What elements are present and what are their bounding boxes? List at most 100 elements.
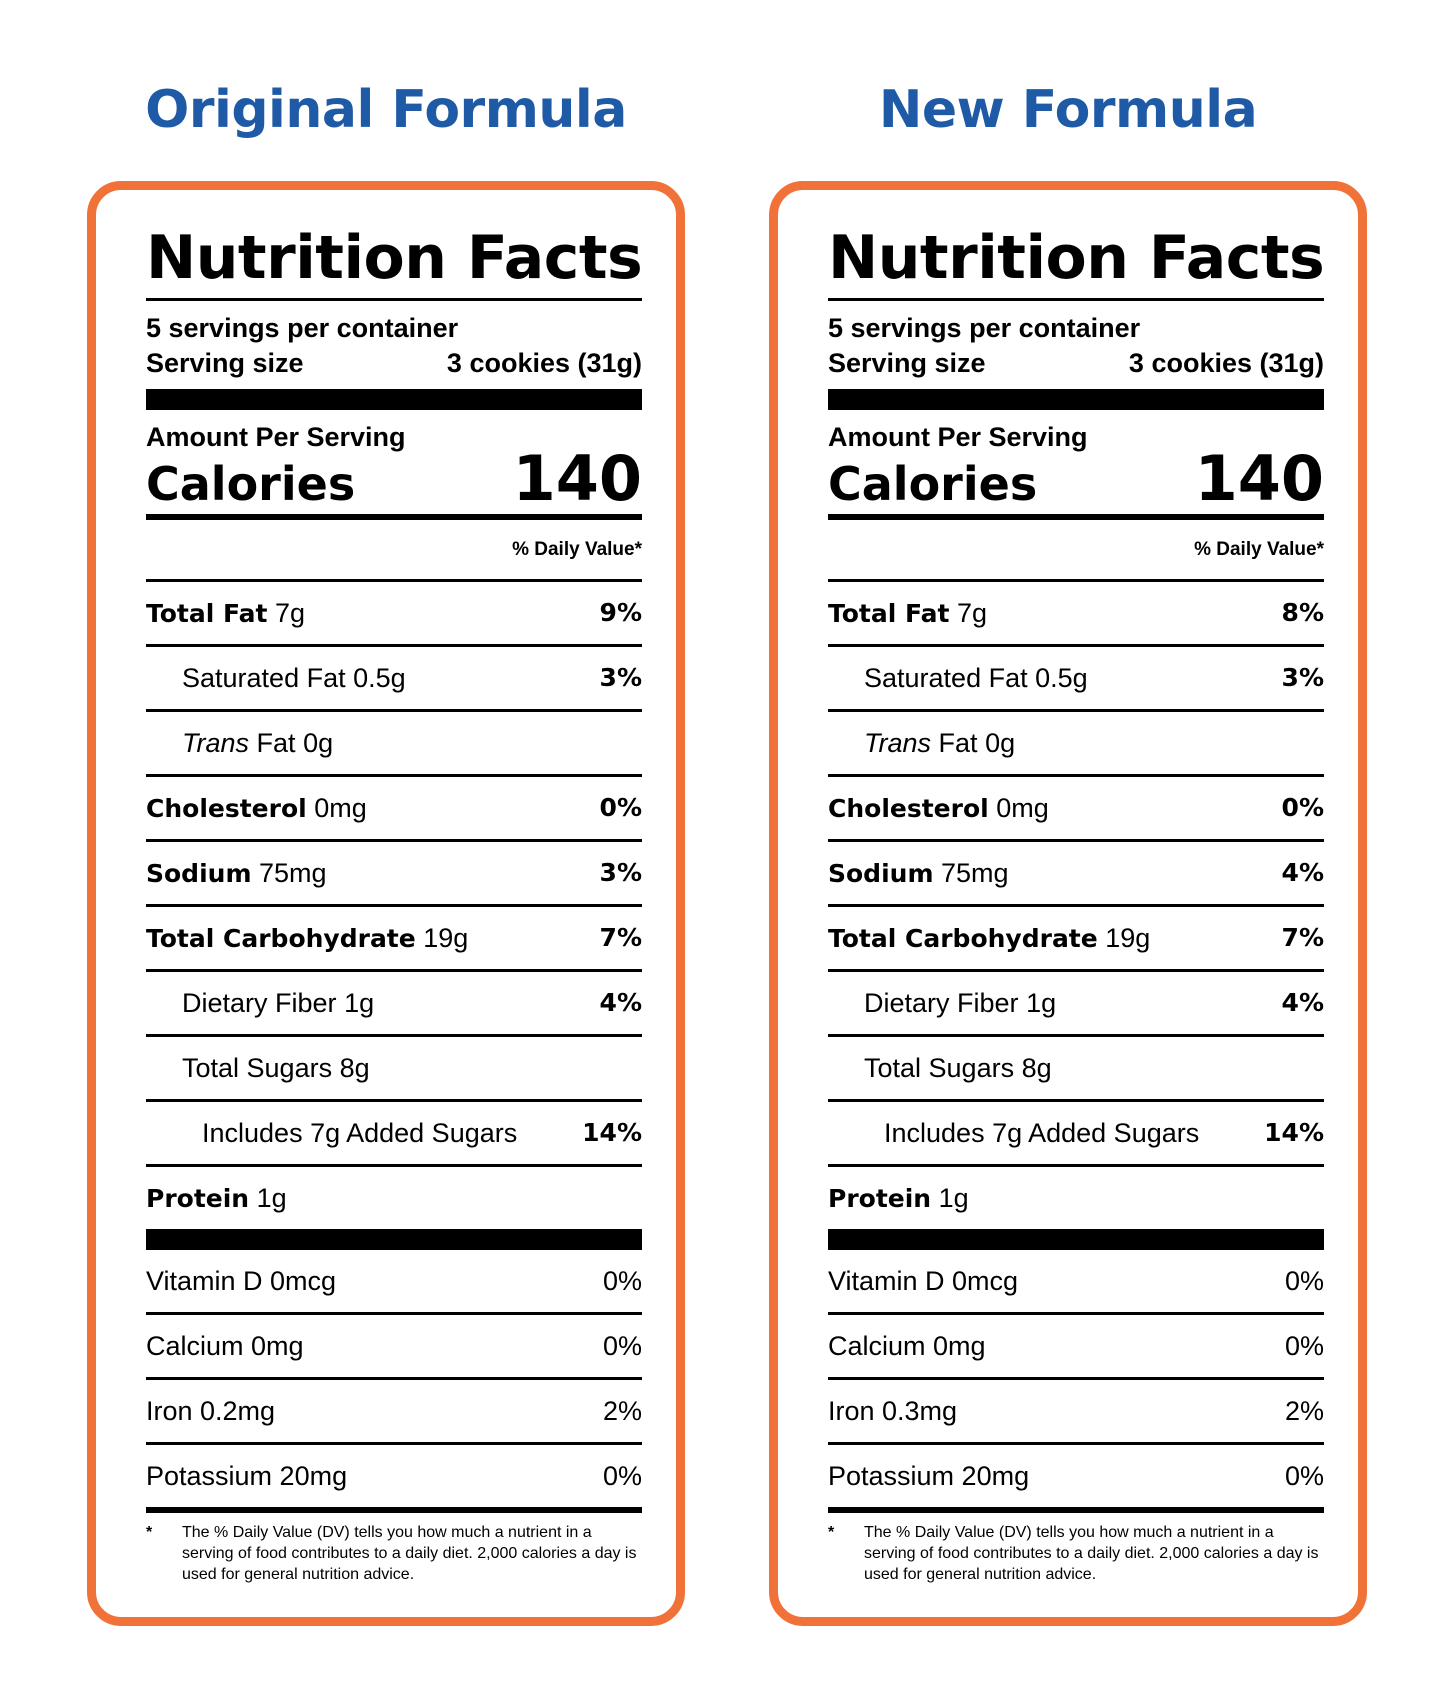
divider xyxy=(146,1442,642,1445)
divider xyxy=(828,644,1324,647)
nutrient-name: Saturated Fat xyxy=(864,663,1028,693)
nutrient-amount: 0.5g xyxy=(1035,663,1088,693)
amount-per-serving: Amount Per Serving xyxy=(828,422,1088,452)
protein-row: Protein 1g xyxy=(828,1167,1324,1229)
nutrient-name: Cholesterol xyxy=(146,793,307,823)
nutrient-amount: 19g xyxy=(423,922,469,953)
calories-label: Calories xyxy=(828,457,1038,511)
serving-size-row: Serving size 3 cookies (31g) xyxy=(828,345,1324,381)
added-sugars-text: Includes 7g Added Sugars xyxy=(884,1118,1200,1148)
trans-prefix: Trans xyxy=(864,728,932,758)
nutrient-name: Dietary Fiber xyxy=(864,988,1019,1018)
medium-divider xyxy=(828,1507,1324,1513)
nutrient-name: Sodium xyxy=(828,858,934,888)
formula-heading: New Formula xyxy=(878,80,1258,140)
nutrient-text: Vitamin D 0mcg xyxy=(828,1265,1019,1296)
nutrient-amount: 8g xyxy=(339,1053,370,1083)
cholesterol-row: Cholesterol 0mg 0% xyxy=(146,777,642,839)
nutrient-amount: 0g xyxy=(985,728,1016,758)
daily-value-percent: 3% xyxy=(599,663,642,692)
footnote-text: The % Daily Value (DV) tells you how muc… xyxy=(182,1524,637,1583)
daily-value-percent: 3% xyxy=(599,858,642,887)
saturated-fat-row: Saturated Fat 0.5g 3% xyxy=(146,647,642,709)
nutrient-amount: 75mg xyxy=(941,857,1009,888)
medium-divider xyxy=(146,1507,642,1513)
trans-fat-row: Trans Fat 0g xyxy=(146,712,642,774)
divider xyxy=(828,904,1324,907)
total-sugars-row: Total Sugars 8g xyxy=(828,1037,1324,1099)
divider xyxy=(828,579,1324,582)
potassium-row: Potassium 20mg 0% xyxy=(828,1445,1324,1507)
total-carbohydrate-row: Total Carbohydrate 19g 7% xyxy=(828,907,1324,969)
medium-divider xyxy=(146,514,642,520)
footnote-star: * xyxy=(828,1524,835,1541)
nutrient-text: Potassium 20mg xyxy=(146,1460,348,1491)
added-sugars-row: Includes 7g Added Sugars 14% xyxy=(828,1102,1324,1164)
dietary-fiber-row: Dietary Fiber 1g 4% xyxy=(146,972,642,1034)
trans-prefix: Trans xyxy=(182,728,250,758)
calories-row: Calories 140 xyxy=(146,448,642,511)
nutrient-name: Saturated Fat xyxy=(182,663,346,693)
nutrient-amount: 0g xyxy=(303,728,334,758)
nutrient-amount: 7g xyxy=(956,597,987,628)
divider xyxy=(146,579,642,582)
thick-divider xyxy=(828,389,1324,410)
divider xyxy=(828,1164,1324,1167)
amount-per-serving: Amount Per Serving xyxy=(146,422,406,452)
footnote: * The % Daily Value (DV) tells you how m… xyxy=(828,1522,1324,1585)
nutrient-amount: 0mg xyxy=(314,792,367,823)
medium-divider xyxy=(828,514,1324,520)
divider xyxy=(146,709,642,712)
sodium-row: Sodium 75mg 3% xyxy=(146,842,642,904)
nutrition-facts-title: Nutrition Facts xyxy=(146,223,643,293)
total-fat-row: Total Fat 7g 8% xyxy=(828,582,1324,644)
potassium-row: Potassium 20mg 0% xyxy=(146,1445,642,1507)
thick-divider xyxy=(828,1229,1324,1250)
divider xyxy=(828,298,1324,301)
nutrient-amount: 1g xyxy=(938,1182,969,1213)
footnote: * The % Daily Value (DV) tells you how m… xyxy=(146,1522,642,1585)
divider xyxy=(146,1377,642,1380)
nutrient-name: Dietary Fiber xyxy=(182,988,337,1018)
nutrient-name: Total Fat xyxy=(828,598,950,628)
nutrient-name: Protein xyxy=(146,1183,250,1213)
servings-per-container: 5 servings per container xyxy=(146,313,459,343)
divider xyxy=(146,839,642,842)
divider xyxy=(828,709,1324,712)
calories-value: 140 xyxy=(512,442,642,515)
nutrient-name: Total Carbohydrate xyxy=(146,923,416,953)
nutrient-text: Potassium 20mg xyxy=(828,1460,1030,1491)
daily-value-percent: 3% xyxy=(1281,663,1324,692)
daily-value-percent: 14% xyxy=(1264,1118,1324,1147)
daily-value-header: % Daily Value* xyxy=(1194,539,1324,560)
nutrient-amount: 19g xyxy=(1105,922,1151,953)
daily-value-percent: 0% xyxy=(602,1460,642,1491)
trans-fat-row: Trans Fat 0g xyxy=(828,712,1324,774)
serving-size-label: Serving size xyxy=(828,348,986,378)
daily-value-percent: 4% xyxy=(1281,858,1324,887)
serving-size-row: Serving size 3 cookies (31g) xyxy=(146,345,642,381)
added-sugars-text: Includes 7g Added Sugars xyxy=(202,1118,518,1148)
daily-value-percent: 2% xyxy=(602,1395,642,1426)
divider xyxy=(828,774,1324,777)
footnote-text: The % Daily Value (DV) tells you how muc… xyxy=(864,1524,1319,1583)
thick-divider xyxy=(146,1229,642,1250)
divider xyxy=(146,1164,642,1167)
formula-heading: Original Formula xyxy=(145,80,627,140)
divider xyxy=(146,298,642,301)
nutrient-name: Sodium xyxy=(146,858,252,888)
nutrient-amount: 1g xyxy=(344,988,375,1018)
nutrition-facts-label: Nutrition Facts 5 servings per container… xyxy=(146,223,643,1585)
daily-value-percent: 0% xyxy=(1284,1265,1324,1296)
nutrient-amount: 1g xyxy=(256,1182,287,1213)
calcium-row: Calcium 0mg 0% xyxy=(146,1315,642,1377)
nutrition-facts-title: Nutrition Facts xyxy=(828,223,1325,293)
iron-row: Iron 0.2mg 2% xyxy=(146,1380,642,1442)
nutrient-amount: 8g xyxy=(1021,1053,1052,1083)
daily-value-percent: 0% xyxy=(1281,793,1324,822)
nutrient-name: Total Sugars xyxy=(182,1053,333,1083)
divider xyxy=(146,969,642,972)
daily-value-percent: 0% xyxy=(602,1265,642,1296)
nutrient-name: Protein xyxy=(828,1183,932,1213)
serving-size-value: 3 cookies (31g) xyxy=(446,348,642,378)
